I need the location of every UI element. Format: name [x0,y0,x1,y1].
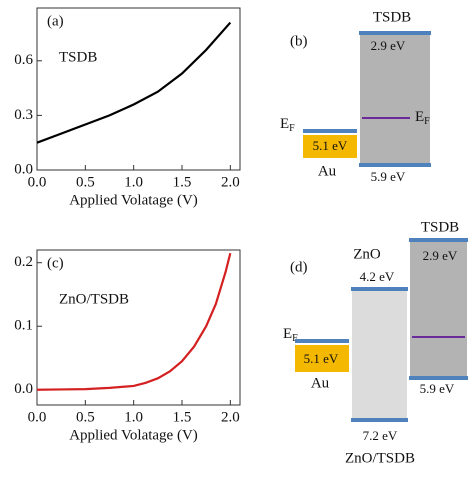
lumo-level [359,31,431,35]
label: 2.9 eV [423,248,458,263]
x-axis-title: Applied Volatage (V) [69,192,198,208]
tsdb-gap [410,240,467,378]
homo-level [409,376,468,380]
y-tick-label: 0.0 [14,381,33,397]
annotation: TSDB [59,49,97,65]
y-tick-label: 0.3 [14,107,33,123]
plot-frame [36,7,241,171]
x-tick-label: 0.0 [28,174,47,190]
label: 5.9 eV [371,169,406,184]
fermi-label: EF [415,109,430,127]
y-tick-label: 0.0 [14,161,33,177]
fermi-label: EF [280,116,295,134]
label: 4.2 eV [360,269,395,284]
label: Au [311,375,330,391]
x-tick-label: 2.0 [221,409,240,425]
fermi-label: EF [283,326,298,344]
lumo-level [409,238,468,242]
label: TSDB [373,9,411,25]
zno-vb [351,418,408,422]
caption: ZnO/TSDB [345,450,415,466]
x-tick-label: 1.5 [173,174,192,190]
y-tick-label: 0.1 [14,318,33,334]
x-tick-label: 0.0 [28,409,47,425]
panel-label: (d) [290,259,308,275]
x-tick-label: 2.0 [221,174,240,190]
annotation: ZnO/TSDB [59,291,129,307]
x-tick-label: 1.0 [124,174,143,190]
data-line [36,252,232,391]
data-line [36,21,232,144]
panel-label: (c) [47,255,64,271]
label: 5.1 eV [313,138,348,153]
label: 7.2 eV [363,428,398,443]
au-level [295,339,349,343]
x-tick-label: 0.5 [76,409,95,425]
panel-label: (b) [290,33,308,49]
x-tick-label: 1.0 [124,409,143,425]
au-level [303,129,357,133]
y-tick-label: 0.6 [14,52,33,68]
plot-frame [36,249,241,406]
zno-gap [352,289,407,420]
diagram-b: (b) TSDB 2.9 eV 5.9 eV EF 5.1 eV Au EF [280,9,431,184]
diagram-d: (d) ZnO 4.2 eV 7.2 eV TSDB 2.9 eV 5.9 eV… [283,219,468,466]
zno-cb [351,287,408,291]
tsdb-gap [360,33,430,165]
au-box [303,135,357,158]
panel-label: (a) [47,13,64,29]
label: 5.1 eV [304,351,339,366]
label: Au [318,163,337,179]
label: 2.9 eV [371,38,406,53]
label: 5.9 eV [420,381,455,396]
homo-level [359,163,431,167]
x-tick-label: 1.5 [173,409,192,425]
au-box [295,345,349,372]
x-axis-title: Applied Volatage (V) [69,427,198,443]
x-tick-label: 0.5 [76,174,95,190]
y-tick-label: 0.2 [14,254,33,270]
label: TSDB [421,219,459,235]
label: ZnO [353,246,381,262]
